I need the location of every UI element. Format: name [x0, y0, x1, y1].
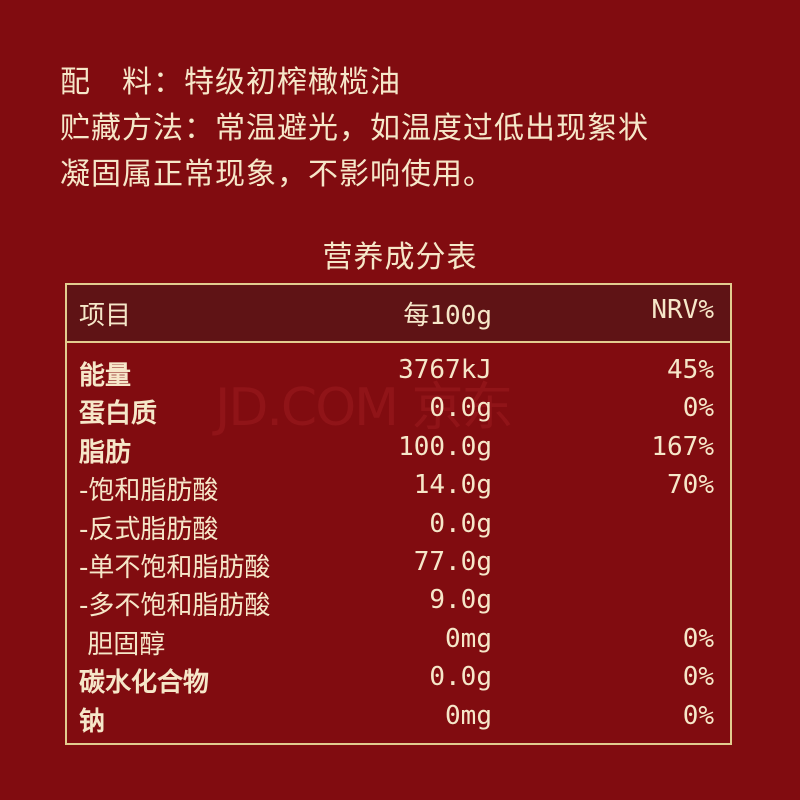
nutrient-name: 能量	[79, 361, 132, 391]
storage-line: 贮藏方法：常温避光，如温度过低出现絮状	[60, 111, 649, 146]
header-nrv: NRV%	[651, 295, 714, 325]
table-row: 能量 3767kJ 45%	[67, 355, 730, 393]
nutrient-value: 14.0g	[413, 470, 492, 501]
header-per-100g: 每100g	[403, 301, 492, 331]
table-row: -多不饱和脂肪酸 9.0g	[67, 585, 730, 623]
table-row: -单不饱和脂肪酸 77.0g	[67, 547, 730, 585]
nutrient-nrv: 0%	[682, 393, 714, 424]
header-item: 项目	[79, 301, 132, 331]
table-row: -反式脂肪酸 0.0g	[67, 509, 730, 547]
table-row: -饱和脂肪酸 14.0g 70%	[67, 470, 730, 508]
nutrient-nrv: 0%	[682, 623, 714, 654]
nutrient-nrv: 0%	[682, 662, 714, 693]
nutrient-nrv: 0%	[682, 700, 714, 731]
nutrient-value: 0mg	[445, 623, 492, 654]
storage-note-line: 凝固属正常现象，不影响使用。	[60, 157, 494, 192]
nutrient-name: -饱和脂肪酸	[79, 476, 219, 507]
nutrient-name: 蛋白质	[79, 399, 158, 430]
nutrient-nrv: 45%	[667, 355, 714, 385]
table-header: 项目 每100g NRV%	[67, 285, 730, 343]
nutrient-value: 0.0g	[429, 508, 492, 539]
nutrient-name: 碳水化合物	[79, 668, 210, 699]
nutrient-value: 9.0g	[429, 585, 492, 616]
nutrient-value: 77.0g	[413, 547, 492, 577]
nutrient-name: 钠	[79, 706, 106, 737]
nutrient-value: 0.0g	[429, 662, 492, 693]
nutrient-value: 100.0g	[398, 431, 492, 462]
table-row: 碳水化合物 0.0g 0%	[67, 662, 730, 700]
nutrition-table: 项目 每100g NRV% 能量 3767kJ 45% 蛋白质 0.0g 0% 脂肪 100.…	[65, 283, 732, 745]
watermark: JD.COM 京东	[215, 378, 514, 438]
nutrient-value: 0mg	[445, 700, 492, 731]
nutrient-name: -反式脂肪酸	[79, 514, 219, 545]
table-row: 钠 0mg 0%	[67, 701, 730, 739]
ingredients-line: 配 料：特级初榨橄榄油	[60, 65, 401, 100]
table-row: 胆固醇 0mg 0%	[67, 624, 730, 662]
nutrient-value: 3767kJ	[398, 355, 492, 385]
nutrition-table-title: 营养成分表	[322, 240, 478, 275]
nutrient-name: -多不饱和脂肪酸	[79, 591, 271, 622]
nutrient-name: 胆固醇	[79, 629, 166, 660]
nutrient-nrv: 167%	[651, 431, 714, 462]
nutrient-value: 0.0g	[429, 393, 492, 424]
nutrient-name: 脂肪	[79, 437, 132, 468]
nutrient-name: -单不饱和脂肪酸	[79, 553, 271, 583]
nutrient-nrv: 70%	[667, 470, 714, 501]
table-row: 脂肪 100.0g 167%	[67, 432, 730, 470]
table-row: 蛋白质 0.0g 0%	[67, 393, 730, 431]
